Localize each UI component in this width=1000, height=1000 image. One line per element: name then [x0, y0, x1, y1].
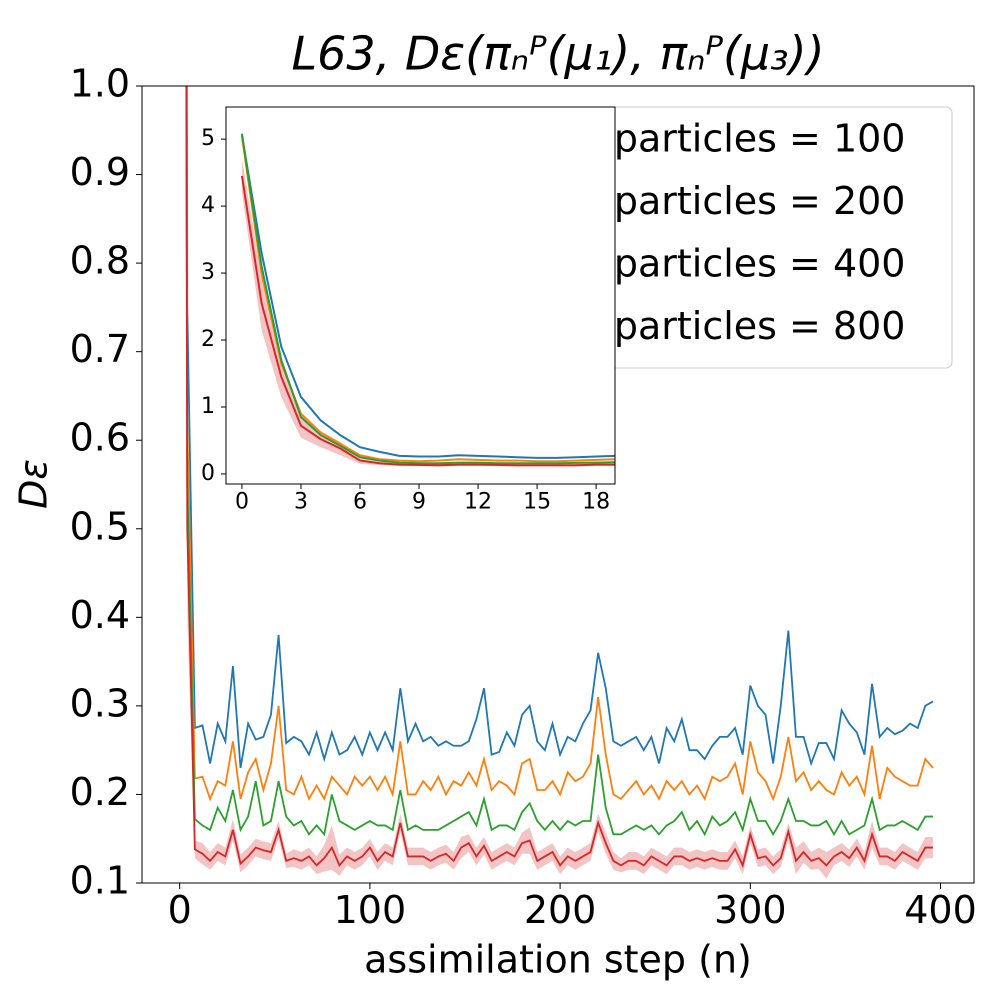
x-tick-label: 0: [168, 888, 192, 932]
y-tick-label: 1.0: [70, 62, 130, 106]
x-tick-label: 200: [524, 888, 597, 932]
legend-label: #particles = 800: [582, 304, 905, 348]
x-tick-label: 3: [294, 490, 308, 515]
legend-label: #particles = 400: [582, 242, 905, 286]
y-tick-label: 3: [201, 260, 215, 285]
y-tick-label: 2: [201, 327, 215, 352]
x-tick-label: 300: [714, 888, 787, 932]
x-axis-label: assimilation step (n): [364, 938, 752, 982]
y-tick-label: 0.1: [70, 859, 130, 903]
axes-frame: [141, 85, 975, 884]
series-line: [240, 133, 615, 465]
x-tick-label: 100: [334, 888, 407, 932]
y-tick-label: 0.7: [70, 327, 130, 371]
x-tick-label: 18: [582, 490, 610, 515]
y-tick-label: 0.2: [70, 770, 130, 814]
x-tick-label: 6: [353, 490, 367, 515]
y-axis-label: Dε: [12, 459, 56, 509]
axes-frame: [225, 106, 616, 485]
series-line: [185, 86, 934, 802]
x-tick-label: 9: [412, 490, 426, 515]
series-line: [240, 136, 615, 463]
y-tick-label: 0.9: [70, 150, 130, 194]
y-tick-label: 4: [201, 193, 215, 218]
plot-area: [185, 86, 934, 879]
y-tick-label: 0.3: [70, 681, 130, 725]
axes-background: [226, 107, 615, 484]
chart-title: L63, Dε(πₙᴾ(μ₁), πₙᴾ(μ₃)): [291, 27, 824, 81]
x-tick-label: 12: [464, 490, 492, 515]
y-tick-label: 0: [201, 461, 215, 486]
x-tick-label: 400: [904, 888, 977, 932]
y-tick-label: 0.8: [70, 239, 130, 283]
series-line: [240, 134, 615, 459]
legend-label: #particles = 100: [582, 117, 905, 161]
y-tick-label: 5: [201, 126, 215, 151]
plot-area: [240, 133, 615, 467]
x-tick-label: 15: [523, 490, 551, 515]
x-tick-label: 0: [235, 490, 249, 515]
series-line: [185, 86, 933, 868]
y-tick-label: 0.5: [70, 504, 130, 548]
y-tick-label: 0.6: [70, 416, 130, 460]
y-tick-label: 0.4: [70, 593, 130, 637]
series-line: [185, 86, 934, 769]
legend-label: #particles = 200: [582, 179, 905, 223]
series-line: [240, 175, 615, 467]
y-tick-label: 1: [201, 394, 215, 419]
series-line: [185, 86, 933, 837]
